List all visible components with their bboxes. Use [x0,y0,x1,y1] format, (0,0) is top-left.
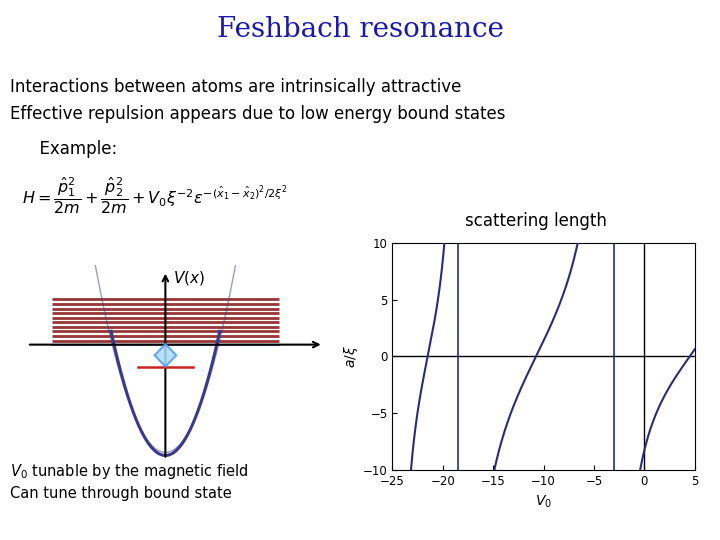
Polygon shape [155,344,176,367]
X-axis label: $V_0$: $V_0$ [535,493,552,510]
Text: $V_0$ tunable by the magnetic field: $V_0$ tunable by the magnetic field [10,462,248,481]
Text: $V(x)$: $V(x)$ [173,269,204,287]
Text: Interactions between atoms are intrinsically attractive: Interactions between atoms are intrinsic… [10,78,462,96]
Text: scattering length: scattering length [465,212,608,230]
Text: $H = \dfrac{\hat{p}_1^2}{2m} + \dfrac{\hat{p}_2^2}{2m} + V_0\xi^{-2}\epsilon^{-(: $H = \dfrac{\hat{p}_1^2}{2m} + \dfrac{\h… [22,176,287,216]
Y-axis label: $a/\xi$: $a/\xi$ [342,345,360,368]
Text: Feshbach resonance: Feshbach resonance [217,16,503,43]
Text: Effective repulsion appears due to low energy bound states: Effective repulsion appears due to low e… [10,105,505,123]
Text: Example:: Example: [29,140,117,158]
Text: Can tune through bound state: Can tune through bound state [10,486,232,501]
